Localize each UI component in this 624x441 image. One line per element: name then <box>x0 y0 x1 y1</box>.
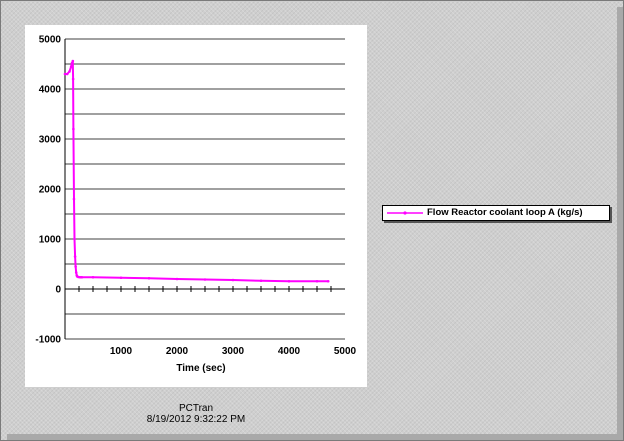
data-point <box>259 279 263 283</box>
data-point <box>231 278 235 282</box>
legend-swatch <box>387 211 423 215</box>
data-point <box>73 255 77 258</box>
data-point <box>71 59 75 63</box>
y-tick-label: 0 <box>55 285 61 296</box>
data-point <box>72 197 76 201</box>
axes <box>64 39 345 339</box>
data-point <box>119 276 123 280</box>
series-layer <box>63 59 330 283</box>
data-point <box>175 277 179 281</box>
data-point <box>147 276 151 280</box>
data-point <box>65 72 69 76</box>
data-point <box>72 127 75 131</box>
x-tick-label: 1000 <box>110 346 133 357</box>
x-tick-label: 2000 <box>166 346 189 357</box>
y-tick-label: 1000 <box>39 235 62 246</box>
data-point <box>71 77 75 81</box>
x-axis-title: Time (sec) <box>176 363 225 374</box>
footer-timestamp: 8/19/2012 9:32:22 PM <box>146 414 246 425</box>
data-point <box>74 271 78 274</box>
data-point <box>74 265 77 268</box>
y-tick-label: 5000 <box>39 35 62 46</box>
data-point <box>326 279 330 283</box>
footer-app-name: PCTran <box>178 403 214 414</box>
window-shadow-right <box>617 7 623 440</box>
x-tick-label: 4000 <box>278 346 301 357</box>
grid-lines <box>65 38 345 340</box>
data-point <box>68 70 71 73</box>
y-tick-label: 3000 <box>39 135 62 146</box>
series-line <box>65 60 329 283</box>
data-point <box>69 65 73 68</box>
data-point <box>315 279 319 283</box>
data-point <box>91 275 95 279</box>
y-tick-label: 4000 <box>39 85 62 96</box>
data-point <box>63 72 67 76</box>
plot-panel: -1000 0 1000 2000 3000 4000 5000 1000 2000 3000 40… <box>25 25 367 387</box>
tick-labels: -1000 0 1000 2000 3000 4000 5000 1000 2000 3000 40… <box>35 35 356 358</box>
legend-label: Flow Reactor coolant loop A (kg/s) <box>427 207 583 218</box>
x-tick-label: 5000 <box>334 346 357 357</box>
x-tick-label: 3000 <box>222 346 245 357</box>
data-point <box>73 237 76 241</box>
line-chart: -1000 0 1000 2000 3000 4000 5000 1000 2000 3000 40… <box>35 35 356 375</box>
window-shadow-bottom <box>7 434 623 440</box>
y-tick-label: -1000 <box>35 335 61 346</box>
data-point <box>203 278 207 281</box>
data-point <box>287 279 291 283</box>
y-tick-label: 2000 <box>39 185 62 196</box>
data-point <box>70 61 74 65</box>
legend: Flow Reactor coolant loop A (kg/s) <box>382 205 610 221</box>
data-point <box>80 275 84 279</box>
